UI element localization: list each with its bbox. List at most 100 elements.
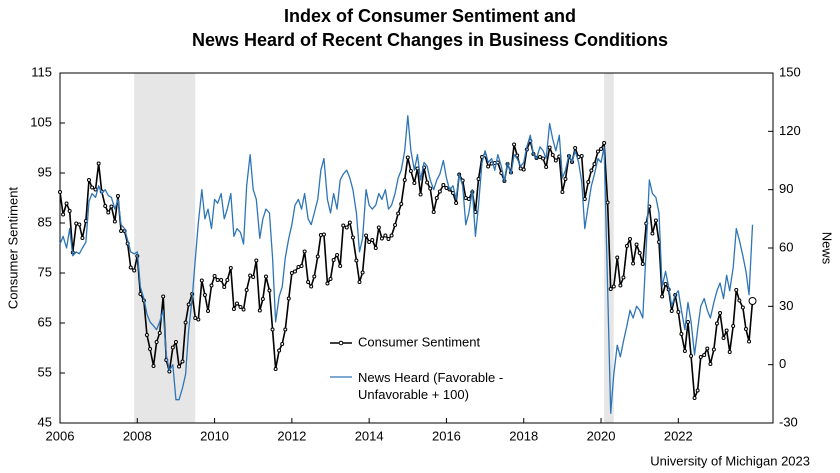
y-tick-label: 115 bbox=[31, 64, 52, 79]
y-tick-label: 95 bbox=[38, 164, 52, 179]
data-point bbox=[347, 220, 352, 225]
data-point bbox=[434, 196, 439, 200]
data-point bbox=[186, 302, 191, 307]
data-point bbox=[602, 141, 607, 145]
y2-tick-label: 150 bbox=[779, 64, 801, 79]
data-point bbox=[251, 275, 256, 279]
data-point bbox=[260, 297, 265, 301]
data-point bbox=[244, 288, 249, 292]
y2-axis-label: News bbox=[820, 232, 835, 265]
data-point bbox=[431, 210, 436, 214]
data-point bbox=[550, 153, 555, 157]
data-point bbox=[321, 232, 326, 237]
data-point bbox=[586, 180, 591, 184]
data-point bbox=[748, 297, 757, 305]
data-point bbox=[376, 225, 381, 230]
data-point bbox=[592, 162, 597, 166]
data-point bbox=[86, 178, 91, 182]
data-point bbox=[718, 311, 723, 315]
data-point bbox=[521, 167, 526, 172]
x-tick-label: 2018 bbox=[509, 428, 538, 443]
data-point bbox=[663, 282, 668, 286]
data-point bbox=[338, 264, 343, 268]
data-point bbox=[486, 164, 491, 169]
data-point bbox=[737, 298, 742, 303]
data-point bbox=[428, 186, 433, 191]
data-point bbox=[80, 236, 85, 240]
data-point bbox=[608, 287, 613, 291]
data-point bbox=[273, 367, 278, 371]
data-point bbox=[624, 244, 629, 248]
data-point bbox=[640, 262, 645, 266]
data-point bbox=[441, 183, 446, 187]
data-point bbox=[383, 233, 388, 238]
data-point bbox=[90, 185, 95, 190]
x-tick-label: 2020 bbox=[587, 428, 616, 443]
data-point bbox=[77, 222, 82, 227]
data-point bbox=[425, 180, 430, 185]
x-tick-label: 2006 bbox=[46, 428, 75, 443]
data-point bbox=[618, 283, 623, 288]
data-point bbox=[115, 194, 120, 198]
data-point bbox=[199, 278, 204, 283]
data-point bbox=[631, 261, 636, 266]
data-point bbox=[621, 275, 626, 280]
chart-title: Index of Consumer Sentiment and bbox=[284, 6, 576, 26]
data-point bbox=[695, 388, 700, 393]
data-point bbox=[302, 249, 307, 254]
data-point bbox=[219, 278, 224, 282]
data-point bbox=[109, 204, 114, 209]
data-point bbox=[202, 293, 207, 297]
data-point bbox=[721, 336, 726, 340]
data-point bbox=[650, 231, 655, 236]
data-point bbox=[660, 294, 665, 299]
data-point bbox=[318, 233, 323, 237]
data-point bbox=[444, 186, 449, 190]
data-point bbox=[241, 307, 246, 312]
data-point bbox=[740, 305, 745, 310]
data-point bbox=[714, 321, 719, 326]
legend-marker bbox=[338, 340, 344, 346]
y2-tick-label: 30 bbox=[779, 298, 793, 313]
y-tick-label: 65 bbox=[38, 314, 52, 329]
data-point bbox=[553, 158, 558, 163]
data-point bbox=[254, 258, 259, 263]
data-point bbox=[148, 347, 153, 351]
data-point bbox=[257, 308, 262, 313]
data-point bbox=[418, 192, 423, 197]
data-point bbox=[689, 354, 694, 358]
data-point bbox=[698, 355, 703, 359]
data-point bbox=[711, 347, 716, 352]
data-point bbox=[563, 177, 568, 181]
legend-label: News Heard (Favorable - Unfavorable + 10… bbox=[358, 370, 504, 402]
data-point bbox=[405, 155, 410, 160]
data-point bbox=[367, 240, 372, 244]
data-point bbox=[151, 364, 156, 368]
data-point bbox=[312, 274, 317, 279]
data-point bbox=[270, 327, 275, 332]
data-point bbox=[437, 189, 442, 194]
data-point bbox=[360, 270, 365, 275]
data-point bbox=[96, 161, 101, 166]
data-point bbox=[306, 280, 311, 284]
data-point bbox=[634, 242, 639, 247]
data-point bbox=[128, 265, 133, 270]
data-point bbox=[628, 237, 633, 241]
data-point bbox=[386, 237, 391, 241]
x-tick-label: 2014 bbox=[355, 428, 384, 443]
data-point bbox=[589, 168, 594, 173]
data-point bbox=[161, 294, 166, 299]
data-point bbox=[399, 202, 404, 206]
data-point bbox=[234, 301, 239, 306]
y2-tick-label: 60 bbox=[779, 239, 793, 254]
data-point bbox=[573, 146, 578, 150]
data-point bbox=[708, 362, 713, 366]
data-point bbox=[605, 200, 610, 205]
data-point bbox=[283, 327, 288, 332]
chart-title: News Heard of Recent Changes in Business… bbox=[192, 30, 668, 50]
data-point bbox=[238, 305, 243, 309]
data-point bbox=[393, 223, 398, 227]
data-point bbox=[58, 190, 62, 194]
data-point bbox=[515, 153, 520, 158]
